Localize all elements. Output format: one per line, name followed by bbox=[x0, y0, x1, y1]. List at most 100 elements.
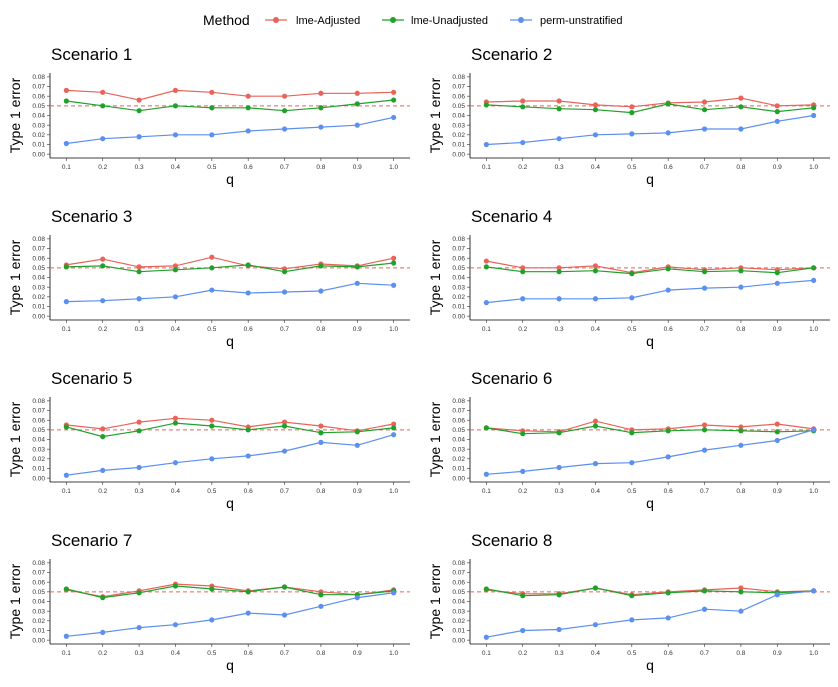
data-point bbox=[318, 603, 324, 609]
x-tick-label: 0.8 bbox=[736, 326, 745, 333]
x-axis-label: q bbox=[226, 657, 234, 673]
x-tick-label: 0.2 bbox=[518, 650, 527, 657]
data-point bbox=[629, 460, 635, 466]
x-tick-label: 0.7 bbox=[280, 164, 289, 171]
y-tick-label: 0.01 bbox=[452, 628, 465, 635]
data-point bbox=[592, 102, 599, 108]
data-point bbox=[701, 107, 708, 113]
series-line bbox=[486, 260, 814, 274]
x-tick-label: 0.7 bbox=[700, 326, 709, 333]
y-tick-label: 0.03 bbox=[452, 284, 465, 291]
data-point bbox=[136, 464, 142, 471]
x-tick-label: 0.6 bbox=[244, 488, 253, 495]
data-point bbox=[354, 101, 360, 107]
x-tick-label: 0.4 bbox=[171, 326, 180, 333]
data-point bbox=[136, 264, 142, 270]
data-point bbox=[774, 437, 780, 444]
data-point bbox=[483, 471, 489, 477]
y-tick-label: 0.05 bbox=[32, 103, 45, 110]
y-tick-label: 0.06 bbox=[452, 255, 465, 262]
series-line bbox=[486, 429, 814, 475]
x-axis-label: q bbox=[646, 657, 654, 673]
data-point bbox=[136, 624, 142, 631]
y-tick-label: 0.05 bbox=[32, 589, 45, 596]
data-point bbox=[63, 98, 69, 104]
data-point bbox=[738, 442, 744, 448]
data-point bbox=[556, 430, 562, 436]
legend-entry-perm-unstratified: perm-unstratified bbox=[510, 15, 623, 27]
series-line bbox=[486, 420, 814, 433]
y-tick-label: 0.06 bbox=[32, 417, 45, 424]
data-point bbox=[172, 132, 179, 138]
data-point bbox=[556, 626, 562, 633]
data-point bbox=[63, 586, 69, 592]
y-tick-label: 0.06 bbox=[32, 255, 45, 262]
data-point bbox=[665, 590, 671, 596]
data-point bbox=[136, 419, 142, 425]
y-tick-label: 0.01 bbox=[32, 304, 45, 311]
panel-scenario-2: Scenario 2 0.00 0.01 0.02 0.03 0.04 0.05 0.06 0.… bbox=[427, 45, 830, 187]
data-point bbox=[556, 592, 562, 598]
data-point bbox=[556, 98, 562, 104]
y-tick-label: 0.05 bbox=[32, 427, 45, 434]
y-tick-label: 0.01 bbox=[452, 142, 465, 149]
y-tick-label: 0.03 bbox=[452, 122, 465, 129]
data-point bbox=[281, 423, 288, 429]
y-tick-label: 0.04 bbox=[452, 437, 465, 444]
x-tick-label: 0.3 bbox=[135, 488, 144, 495]
data-point bbox=[209, 417, 215, 423]
series-line bbox=[486, 587, 814, 597]
panel-title: Scenario 1 bbox=[51, 45, 132, 64]
data-point bbox=[209, 254, 215, 260]
panel-title: Scenario 7 bbox=[51, 531, 132, 550]
y-tick-label: 0.08 bbox=[32, 74, 45, 81]
series-line bbox=[66, 256, 394, 270]
data-point bbox=[63, 424, 69, 430]
data-point bbox=[629, 104, 635, 110]
data-point bbox=[209, 287, 215, 293]
data-point bbox=[172, 267, 179, 273]
data-point bbox=[100, 434, 106, 440]
x-tick-label: 0.1 bbox=[62, 164, 71, 171]
y-tick-label: 0.03 bbox=[452, 446, 465, 453]
data-point bbox=[209, 89, 215, 95]
x-axis-label: q bbox=[646, 171, 654, 187]
y-tick-label: 0.05 bbox=[452, 103, 465, 110]
x-tick-label: 1.0 bbox=[389, 326, 398, 333]
data-point bbox=[136, 296, 142, 302]
data-point bbox=[520, 296, 526, 302]
series-perm-unstratified bbox=[63, 432, 397, 478]
x-tick-label: 0.4 bbox=[591, 164, 600, 171]
series-lme-adjusted bbox=[63, 87, 397, 103]
y-tick-label: 0.03 bbox=[32, 284, 45, 291]
x-tick-label: 0.5 bbox=[627, 326, 636, 333]
data-point bbox=[483, 102, 489, 108]
series-line bbox=[486, 279, 814, 304]
x-tick-label: 0.9 bbox=[773, 326, 782, 333]
data-point bbox=[483, 634, 489, 640]
data-point bbox=[209, 105, 215, 111]
data-point bbox=[172, 263, 179, 269]
panel-title: Scenario 3 bbox=[51, 207, 132, 226]
series-perm-unstratified bbox=[483, 112, 817, 148]
x-tick-label: 0.9 bbox=[353, 488, 362, 495]
x-tick-label: 0.3 bbox=[555, 326, 564, 333]
data-point bbox=[520, 265, 526, 271]
x-tick-label: 0.8 bbox=[736, 488, 745, 495]
y-tick-label: 0.04 bbox=[452, 275, 465, 282]
data-point bbox=[281, 419, 288, 425]
panel-scenario-6: Scenario 6 0.00 0.01 0.02 0.03 0.04 0.05 0.06 0.… bbox=[427, 369, 830, 511]
y-tick-label: 0.06 bbox=[32, 579, 45, 586]
data-point bbox=[629, 430, 635, 436]
x-tick-label: 0.1 bbox=[482, 650, 491, 657]
data-point bbox=[245, 610, 251, 616]
x-tick-label: 0.7 bbox=[700, 164, 709, 171]
data-point bbox=[63, 87, 69, 93]
data-point bbox=[811, 277, 817, 283]
series-line bbox=[486, 590, 814, 638]
data-point bbox=[738, 428, 744, 434]
y-tick-label: 0.08 bbox=[452, 398, 465, 405]
data-point bbox=[665, 101, 671, 107]
data-point bbox=[665, 287, 671, 293]
x-tick-label: 0.3 bbox=[135, 326, 144, 333]
